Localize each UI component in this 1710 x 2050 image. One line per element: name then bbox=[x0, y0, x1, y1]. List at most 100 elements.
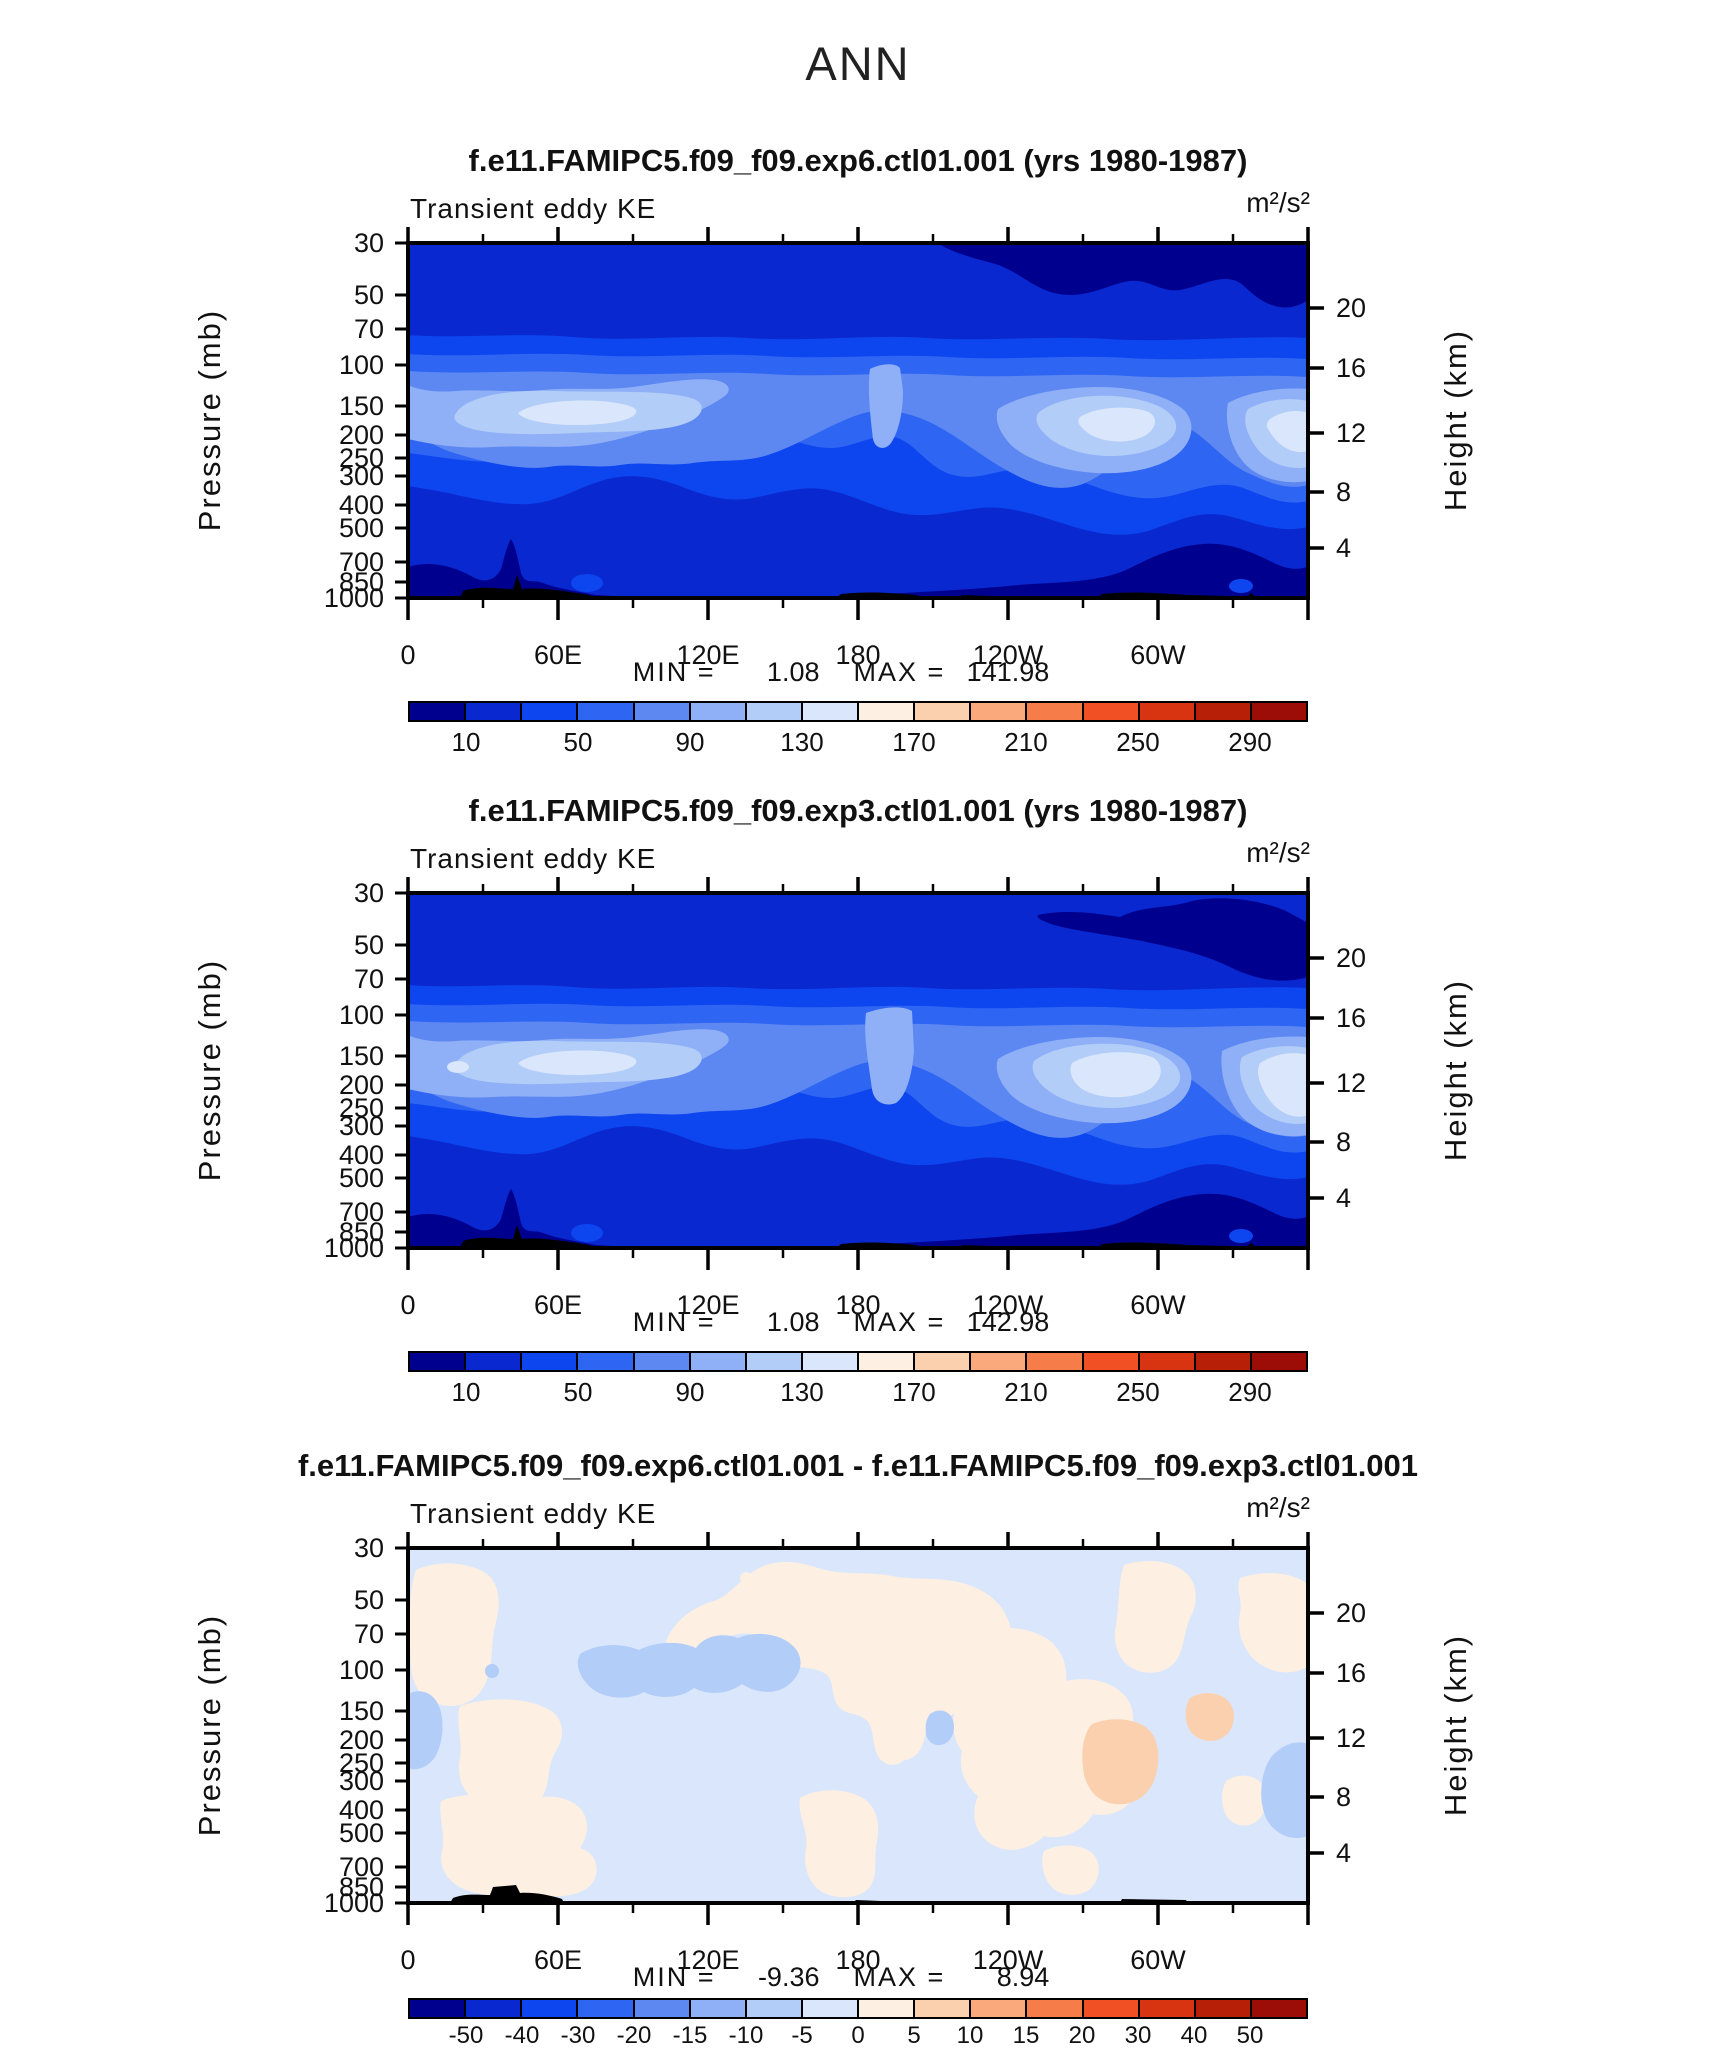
pressure-tick-label: 100 bbox=[338, 350, 384, 380]
colorbar-tick-label: 20 bbox=[1068, 2022, 1096, 2049]
colorbar-cell bbox=[1195, 1353, 1252, 1370]
colorbar-cell bbox=[915, 703, 972, 720]
colorbar-cell bbox=[522, 703, 579, 720]
contour-plot-exp3 bbox=[395, 877, 1324, 1270]
season-title: ANN bbox=[805, 37, 911, 90]
max-value: 141.98 bbox=[966, 657, 1050, 687]
height-tick-label: 20 bbox=[1336, 1598, 1367, 1628]
pressure-tick-label: 200 bbox=[338, 1725, 384, 1755]
axis-ticks bbox=[395, 1532, 1324, 1925]
colorbar-tick-label: 130 bbox=[780, 1377, 824, 1407]
height-tick-label: 20 bbox=[1336, 943, 1367, 973]
pressure-tick-label: 250 bbox=[338, 1093, 384, 1123]
pressure-axis-label: Pressure (mb) bbox=[192, 1613, 227, 1837]
colorbar-diff: -50 -40 -30 -20 -15 -10 -5 0 5 10 15 20 30 40 50 bbox=[408, 1998, 1308, 2049]
field-label: Transient eddy KE bbox=[410, 843, 657, 874]
colorbar-cell bbox=[690, 1353, 747, 1370]
minmax-row: MIN = 1.08 MAX = 142.98 bbox=[408, 1307, 1308, 1338]
field-label: Transient eddy KE bbox=[410, 193, 657, 224]
height-tick-label: 12 bbox=[1336, 418, 1367, 448]
height-tick-label: 8 bbox=[1336, 1127, 1352, 1157]
colorbar-tick-label: 0 bbox=[851, 2022, 865, 2049]
lon-tick-label: 0 bbox=[400, 640, 416, 670]
colorbar-cell bbox=[915, 2000, 972, 2017]
lon-tick-label: 120E bbox=[676, 1945, 740, 1975]
height-tick-label: 12 bbox=[1336, 1068, 1367, 1098]
colorbar-tick-label: -5 bbox=[791, 2022, 813, 2049]
pressure-tick-label: 50 bbox=[353, 1585, 384, 1615]
pressure-tick-label: 850 bbox=[338, 1872, 384, 1902]
pressure-tick-label: 1000 bbox=[323, 583, 384, 613]
colorbar-tick-label: 250 bbox=[1116, 1377, 1160, 1407]
colorbar-exp3: 10 50 90 130 170 210 250 290 bbox=[408, 1351, 1308, 1407]
colorbar-cell bbox=[634, 2000, 691, 2017]
lon-tick-label: 60W bbox=[1130, 1945, 1186, 1975]
lon-tick-label: 60E bbox=[533, 640, 583, 670]
lon-tick-label: 120W bbox=[972, 1290, 1044, 1320]
pressure-tick-label: 70 bbox=[353, 314, 384, 344]
max-label: MAX = bbox=[853, 657, 946, 687]
height-tick-label: 16 bbox=[1336, 1003, 1367, 1033]
colorbar-cell bbox=[746, 1353, 803, 1370]
colorbar-cell bbox=[522, 2000, 579, 2017]
lon-tick-label: 120W bbox=[972, 1945, 1044, 1975]
colorbar-cell bbox=[410, 1353, 467, 1370]
colorbar-cell bbox=[971, 1353, 1028, 1370]
pressure-tick-label: 200 bbox=[338, 420, 384, 450]
pressure-axis-label: Pressure (mb) bbox=[192, 958, 227, 1182]
colorbar-tick-label: 5 bbox=[907, 2022, 921, 2049]
height-axis-label: Height (km) bbox=[1438, 1633, 1473, 1817]
colorbar-cell bbox=[1195, 2000, 1252, 2017]
axis-ticks bbox=[395, 877, 1324, 1270]
height-tick-label: 12 bbox=[1336, 1723, 1367, 1753]
minmax-row: MIN = 1.08 MAX = 141.98 bbox=[408, 657, 1308, 688]
lon-tick-label: 120E bbox=[676, 1290, 740, 1320]
colorbar-cell bbox=[1139, 1353, 1196, 1370]
pressure-tick-label: 100 bbox=[338, 1655, 384, 1685]
pressure-tick-label: 700 bbox=[338, 1197, 384, 1227]
height-tick-label: 8 bbox=[1336, 1782, 1352, 1812]
pressure-tick-label: 1000 bbox=[323, 1888, 384, 1918]
axis-ticks bbox=[395, 227, 1324, 620]
lon-tick-label: 0 bbox=[400, 1290, 416, 1320]
units-label: m²/s² bbox=[1246, 1492, 1310, 1523]
colorbar-cell bbox=[578, 1353, 635, 1370]
colorbar-tick-label: 50 bbox=[563, 727, 593, 757]
min-value: 1.08 bbox=[766, 1307, 820, 1337]
colorbar-tick-label: 90 bbox=[675, 727, 705, 757]
colorbar-tick-label: 250 bbox=[1116, 727, 1160, 757]
lon-tick-label: 60E bbox=[533, 1290, 583, 1320]
colorbar-tick-label: 40 bbox=[1180, 2022, 1208, 2049]
lon-tick-label: 120W bbox=[972, 640, 1044, 670]
colorbar-cell bbox=[578, 703, 635, 720]
pressure-tick-label: 850 bbox=[338, 567, 384, 597]
colorbar-exp6: 10 50 90 130 170 210 250 290 bbox=[408, 701, 1308, 757]
pressure-tick-label: 400 bbox=[338, 1795, 384, 1825]
pressure-tick-label: 250 bbox=[338, 443, 384, 473]
colorbar-cell bbox=[1139, 703, 1196, 720]
colorbar-cell bbox=[746, 2000, 803, 2017]
pressure-tick-label: 30 bbox=[353, 228, 384, 258]
pressure-tick-label: 700 bbox=[338, 547, 384, 577]
pressure-tick-label: 500 bbox=[338, 513, 384, 543]
pressure-tick-label: 300 bbox=[338, 1766, 384, 1796]
max-value: 8.94 bbox=[996, 1962, 1050, 1992]
colorbar-cell bbox=[1195, 703, 1252, 720]
colorbar-tick-label: 50 bbox=[563, 1377, 593, 1407]
panel-title: f.e11.FAMIPC5.f09_f09.exp6.ctl01.001 - f… bbox=[297, 1448, 1419, 1483]
colorbar-cell bbox=[466, 1353, 523, 1370]
height-tick-label: 20 bbox=[1336, 293, 1367, 323]
height-tick-label: 4 bbox=[1336, 1183, 1352, 1213]
height-tick-label: 8 bbox=[1336, 477, 1352, 507]
pressure-tick-label: 150 bbox=[338, 1696, 384, 1726]
lon-tick-label: 60W bbox=[1130, 640, 1186, 670]
colorbar-tick-label: -30 bbox=[560, 2022, 596, 2049]
contour-layers bbox=[408, 243, 1308, 598]
colorbar-cell bbox=[578, 2000, 635, 2017]
colorbar-cell bbox=[634, 703, 691, 720]
colorbar-tick-label: 10 bbox=[451, 727, 481, 757]
colorbar-tick-label: 210 bbox=[1004, 1377, 1048, 1407]
colorbar-cell bbox=[802, 703, 859, 720]
lon-tick-label: 120E bbox=[676, 640, 740, 670]
panel-exp6: f.e11.FAMIPC5.f09_f09.exp6.ctl01.001 (yr… bbox=[192, 143, 1473, 687]
